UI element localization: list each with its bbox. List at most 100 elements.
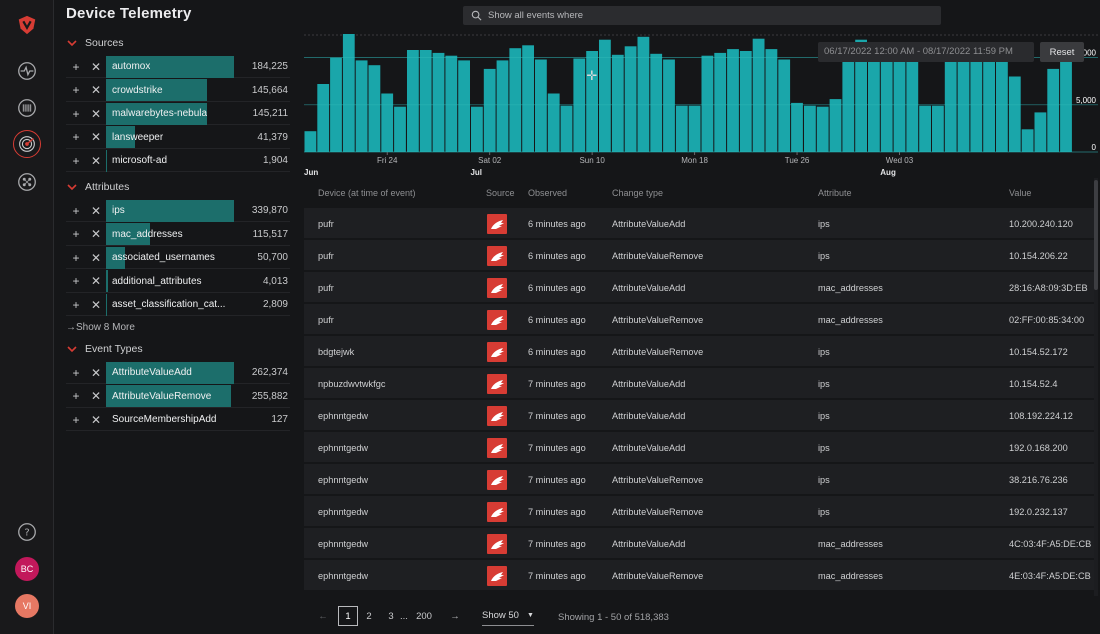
exclude-filter-icon[interactable]: ✕ — [90, 274, 102, 289]
chart-bar[interactable] — [522, 45, 534, 152]
page-size-select[interactable]: Show 50 ▼ — [482, 606, 534, 626]
col-observed[interactable]: Observed — [528, 188, 568, 198]
table-row[interactable]: pufr 6 minutes ago AttributeValueAdd ips 10.… — [304, 208, 1094, 240]
filter-bar[interactable]: malwarebytes-nebula 145,211 — [106, 102, 290, 125]
filter-bar[interactable]: associated_usernames 50,700 — [106, 246, 290, 269]
cell-device[interactable]: ephnntgedw — [318, 507, 369, 517]
chart-bar[interactable] — [893, 47, 906, 153]
table-row[interactable]: pufr 6 minutes ago AttributeValueRemove mac… — [304, 304, 1094, 336]
include-filter-icon[interactable]: + — [72, 389, 80, 404]
chart-bar[interactable] — [932, 105, 944, 152]
filter-row[interactable]: + ✕ microsoft-ad 1,904 — [66, 149, 290, 173]
table-row[interactable]: ephnntgedw 7 minutes ago AttributeValueAdd… — [304, 528, 1094, 560]
include-filter-icon[interactable]: + — [72, 153, 80, 168]
chart-bar[interactable] — [586, 51, 598, 152]
chart-bar[interactable] — [650, 53, 663, 152]
filter-row[interactable]: + ✕ automox 184,225 — [66, 55, 290, 78]
chart-bar[interactable] — [675, 105, 688, 152]
chart-bar[interactable] — [1060, 59, 1072, 153]
chart-bar[interactable] — [880, 59, 893, 153]
exclude-filter-icon[interactable]: ✕ — [90, 106, 102, 121]
scrollbar-track[interactable] — [1094, 178, 1098, 596]
cell-device[interactable]: npbuzdwvtwkfgc — [318, 379, 386, 389]
include-filter-icon[interactable]: + — [72, 106, 80, 121]
include-filter-icon[interactable]: + — [72, 412, 80, 427]
table-row[interactable]: ephnntgedw 7 minutes ago AttributeValueRem… — [304, 464, 1094, 496]
table-row[interactable]: ephnntgedw 7 minutes ago AttributeValueAdd… — [304, 400, 1094, 432]
reset-button[interactable]: Reset — [1040, 42, 1084, 62]
exclude-filter-icon[interactable]: ✕ — [90, 250, 102, 265]
col-attribute[interactable]: Attribute — [818, 188, 852, 198]
exclude-filter-icon[interactable]: ✕ — [90, 297, 102, 312]
filter-bar[interactable]: additional_attributes 4,013 — [106, 270, 290, 293]
page-3-button[interactable]: 3 — [388, 610, 394, 622]
page-1-button[interactable]: 1 — [338, 606, 358, 626]
chart-bar[interactable] — [304, 131, 317, 152]
include-filter-icon[interactable]: + — [72, 59, 80, 74]
cell-device[interactable]: pufr — [318, 219, 334, 229]
chart-bar[interactable] — [611, 54, 624, 152]
search-bar[interactable] — [463, 6, 941, 25]
chart-bar[interactable] — [970, 51, 983, 152]
filter-bar[interactable]: ips 339,870 — [106, 199, 290, 222]
include-filter-icon[interactable]: + — [72, 365, 80, 380]
exclude-filter-icon[interactable]: ✕ — [90, 412, 102, 427]
table-row[interactable]: pufr 6 minutes ago AttributeValueRemove ips… — [304, 240, 1094, 272]
include-filter-icon[interactable]: + — [72, 297, 80, 312]
cell-device[interactable]: pufr — [318, 283, 334, 293]
chart-bar[interactable] — [599, 39, 611, 153]
filter-row[interactable]: + ✕ asset_classification_cat... 2,809 — [66, 293, 290, 317]
table-row[interactable]: pufr 6 minutes ago AttributeValueAdd mac_ad… — [304, 272, 1094, 304]
show-more-link[interactable]: →Show 8 More — [66, 322, 135, 333]
chart-bar[interactable] — [688, 105, 701, 152]
scrollbar-thumb[interactable] — [1094, 180, 1098, 290]
chart-bar[interactable] — [816, 106, 829, 152]
filter-row[interactable]: + ✕ crowdstrike 145,664 — [66, 79, 290, 102]
search-input[interactable] — [488, 10, 928, 21]
chart-bar[interactable] — [1034, 112, 1047, 152]
chart-bar[interactable] — [906, 58, 919, 153]
chart-bar[interactable] — [829, 99, 842, 152]
chart-bar[interactable] — [496, 60, 509, 152]
include-filter-icon[interactable]: + — [72, 83, 80, 98]
chart-bar[interactable] — [983, 48, 995, 153]
exclude-filter-icon[interactable]: ✕ — [90, 83, 102, 98]
chart-bar[interactable] — [868, 53, 880, 152]
include-filter-icon[interactable]: + — [72, 203, 80, 218]
activity-icon[interactable] — [13, 57, 41, 85]
events-histogram[interactable]: 10,000 5,000 0 Fri 24 Sat 02 Sun 10 Mon 18 Tue … — [298, 34, 1100, 179]
exclude-filter-icon[interactable]: ✕ — [90, 227, 102, 242]
avatar-bc[interactable]: BC — [15, 557, 39, 581]
cell-device[interactable]: ephnntgedw — [318, 539, 369, 549]
chart-bar[interactable] — [944, 59, 957, 153]
table-row[interactable]: ephnntgedw 7 minutes ago AttributeValueAdd… — [304, 432, 1094, 464]
filter-bar[interactable]: automox 184,225 — [106, 55, 290, 78]
section-attributes-header[interactable]: Attributes — [66, 179, 129, 195]
include-filter-icon[interactable]: + — [72, 227, 80, 242]
table-row[interactable]: npbuzdwvtwkfgc 7 minutes ago AttributeValu… — [304, 368, 1094, 400]
avatar-vi[interactable]: VI — [15, 594, 39, 618]
date-range-field[interactable]: 06/17/2022 12:00 AM - 08/17/2022 11:59 P… — [818, 42, 1034, 62]
filter-bar[interactable]: asset_classification_cat... 2,809 — [106, 293, 290, 316]
next-page-arrow-icon[interactable]: → — [450, 610, 460, 622]
filter-row[interactable]: + ✕ SourceMembershipAdd 127 — [66, 409, 290, 432]
cell-device[interactable]: ephnntgedw — [318, 411, 369, 421]
chart-bar[interactable] — [663, 59, 675, 153]
table-row[interactable]: ephnntgedw 7 minutes ago AttributeValueRem… — [304, 496, 1094, 528]
filter-bar[interactable]: AttributeValueRemove 255,882 — [106, 385, 290, 408]
chart-bar[interactable] — [791, 102, 803, 152]
filter-row[interactable]: + ✕ mac_addresses 115,517 — [66, 223, 290, 246]
cell-device[interactable]: ephnntgedw — [318, 571, 369, 581]
exclude-filter-icon[interactable]: ✕ — [90, 153, 102, 168]
filter-bar[interactable]: mac_addresses 115,517 — [106, 223, 290, 246]
include-filter-icon[interactable]: + — [72, 274, 80, 289]
chart-bar[interactable] — [547, 93, 560, 153]
page-2-button[interactable]: 2 — [366, 610, 372, 622]
include-filter-icon[interactable]: + — [72, 250, 80, 265]
exclude-filter-icon[interactable]: ✕ — [90, 203, 102, 218]
page-200-button[interactable]: 200 — [416, 610, 432, 622]
chart-bar[interactable] — [560, 105, 573, 152]
exclude-filter-icon[interactable]: ✕ — [90, 59, 102, 74]
chart-bar[interactable] — [778, 59, 791, 153]
telemetry-radar-icon[interactable] — [13, 130, 41, 158]
